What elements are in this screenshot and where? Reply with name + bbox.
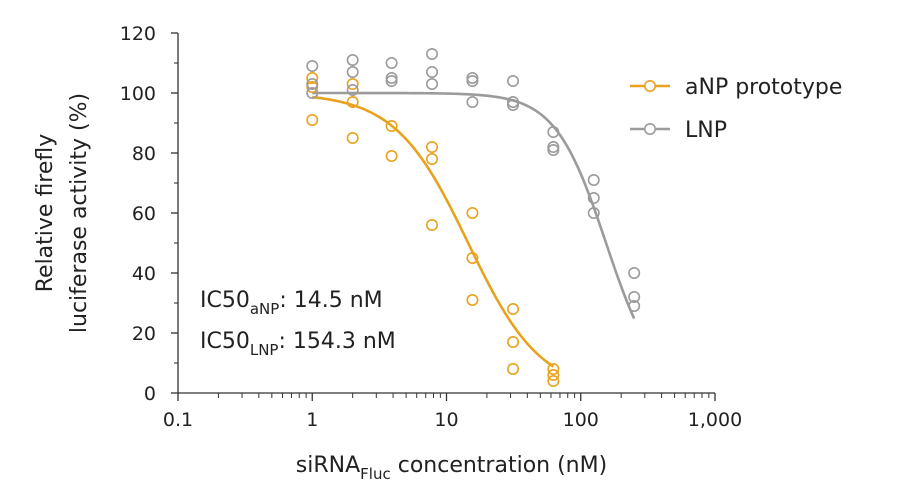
data-point-lnp	[628, 266, 641, 279]
data-point-anp	[507, 302, 520, 315]
data-point-lnp	[306, 87, 319, 100]
data-point-lnp	[587, 192, 600, 205]
y-axis-title-line: luciferase activity (%)	[67, 93, 92, 333]
data-point-anp	[547, 368, 560, 381]
fit-curve-lnp	[312, 91, 636, 320]
data-point-lnp	[507, 99, 520, 112]
y-axis-title-line: Relative firefly	[33, 134, 58, 293]
data-points	[306, 47, 641, 387]
data-point-anp	[547, 374, 560, 387]
fit-curves	[312, 91, 636, 368]
data-point-anp	[426, 153, 439, 166]
x-axis-title: siRNAFluc concentration (nM)	[296, 453, 607, 483]
data-point-lnp	[587, 174, 600, 187]
ic50-annotation: IC50aNP: 14.5 nM	[200, 288, 383, 318]
data-point-lnp	[587, 207, 600, 220]
data-point-anp	[426, 219, 439, 232]
x-tick-label: 10	[434, 409, 458, 431]
data-point-lnp	[426, 47, 439, 60]
y-tick-label: 60	[132, 203, 156, 225]
data-point-anp	[507, 362, 520, 375]
data-point-anp	[346, 78, 359, 91]
tick-labels: 0 20 40 60 80 100 120 0.1 1 10 100 1,000	[120, 23, 742, 431]
y-tick-label: 80	[132, 143, 156, 165]
data-point-lnp	[346, 53, 359, 66]
x-tick-label: 1,000	[688, 409, 742, 431]
data-point-anp	[466, 293, 479, 306]
y-tick-label: 20	[132, 323, 156, 345]
data-point-lnp	[346, 66, 359, 79]
data-point-anp	[466, 252, 479, 265]
data-point-lnp	[628, 299, 641, 312]
y-tick-label: 100	[120, 83, 156, 105]
data-point-lnp	[547, 126, 560, 139]
data-point-anp	[547, 362, 560, 375]
data-point-lnp	[346, 84, 359, 97]
data-point-lnp	[466, 75, 479, 88]
data-point-lnp	[628, 290, 641, 303]
data-point-lnp	[385, 56, 398, 69]
data-point-lnp	[426, 66, 439, 79]
data-point-lnp	[507, 96, 520, 109]
x-tick-label: 0.1	[163, 409, 193, 431]
ic50-annotations: IC50aNP: 14.5 nM IC50LNP: 154.3 nM	[200, 288, 396, 359]
data-point-anp	[306, 114, 319, 127]
axis-titles: siRNAFluc concentration (nM) Relative fir…	[33, 93, 607, 483]
y-tick-label: 0	[144, 383, 156, 405]
legend: aNP prototype LNP	[630, 75, 842, 143]
data-point-lnp	[426, 78, 439, 91]
legend-marker	[643, 80, 656, 93]
fit-curve-anp	[312, 95, 555, 368]
y-tick-label: 120	[120, 23, 156, 45]
legend-marker	[643, 123, 656, 136]
data-point-anp	[507, 335, 520, 348]
data-point-lnp	[306, 78, 319, 91]
data-point-anp	[426, 141, 439, 154]
data-point-anp	[385, 120, 398, 133]
data-point-anp	[306, 81, 319, 94]
data-point-lnp	[507, 75, 520, 88]
data-point-anp	[346, 96, 359, 109]
data-point-lnp	[385, 75, 398, 88]
data-point-lnp	[385, 72, 398, 85]
data-point-lnp	[466, 96, 479, 109]
data-point-lnp	[547, 141, 560, 154]
data-point-anp	[346, 132, 359, 145]
axes	[171, 32, 716, 401]
data-point-anp	[466, 207, 479, 220]
x-tick-label: 1	[306, 409, 318, 431]
data-point-anp	[306, 72, 319, 85]
ic50-annotation: IC50LNP: 154.3 nM	[200, 329, 396, 359]
x-tick-label: 100	[563, 409, 599, 431]
data-point-lnp	[466, 72, 479, 85]
data-point-lnp	[547, 144, 560, 157]
y-tick-label: 40	[132, 263, 156, 285]
legend-label: aNP prototype	[685, 75, 842, 100]
data-point-lnp	[306, 59, 319, 72]
legend-label: LNP	[685, 118, 727, 143]
data-point-anp	[385, 150, 398, 163]
